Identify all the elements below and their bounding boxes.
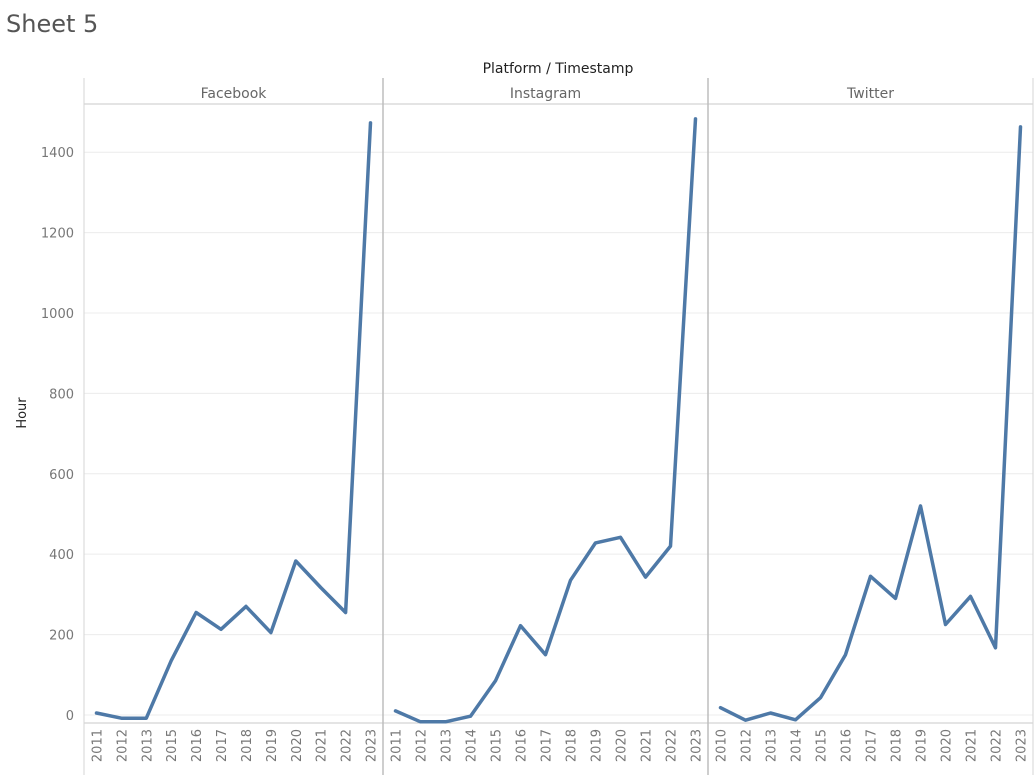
- sheet-title: Sheet 5: [6, 10, 99, 38]
- x-tick-label: 2014: [790, 729, 805, 762]
- x-tick-label: 2013: [440, 729, 455, 762]
- x-tick-label: 2015: [815, 729, 830, 762]
- x-tick-label: 2022: [990, 729, 1005, 762]
- x-tick-label: 2011: [390, 729, 405, 762]
- x-tick-label: 2013: [140, 729, 155, 762]
- x-tick-label: 2018: [890, 729, 905, 762]
- x-tick-label: 2015: [165, 729, 180, 762]
- x-tick-label: 2016: [190, 729, 205, 762]
- x-tick-label: 2012: [115, 729, 130, 762]
- x-tick-label: 2019: [590, 729, 605, 762]
- x-tick-label: 2021: [640, 729, 655, 762]
- x-tick-label: 2023: [365, 729, 380, 762]
- series-line-twitter: [718, 125, 1023, 722]
- x-tick-label: 2019: [265, 729, 280, 762]
- x-tick-label: 2020: [290, 729, 305, 762]
- x-tick-label: 2012: [415, 729, 430, 762]
- x-tick-label: 2022: [340, 729, 355, 762]
- x-tick-label: 2014: [465, 729, 480, 762]
- x-tick-label: 2017: [865, 729, 880, 762]
- x-tick-label: 2020: [615, 729, 630, 762]
- x-tick-label: 2015: [490, 729, 505, 762]
- y-tick-label: 200: [49, 629, 74, 644]
- x-tick-label: 2022: [665, 729, 680, 762]
- x-tick-label: 2019: [915, 729, 930, 762]
- x-tick-label: 2010: [715, 729, 730, 762]
- x-tick-label: 2012: [740, 729, 755, 762]
- x-tick-label: 2020: [940, 729, 955, 762]
- y-axis-label: Hour: [15, 397, 30, 429]
- x-tick-label: 2013: [765, 729, 780, 762]
- y-tick-label: 1200: [41, 227, 74, 242]
- y-tick-label: 1000: [41, 307, 74, 322]
- y-tick-label: 400: [49, 548, 74, 563]
- panel-header-facebook: Facebook: [201, 86, 268, 102]
- chart-title: Platform / Timestamp: [483, 61, 634, 77]
- x-tick-label: 2018: [240, 729, 255, 762]
- y-tick-label: 0: [66, 709, 74, 724]
- x-tick-label: 2021: [315, 729, 330, 762]
- x-tick-label: 2016: [840, 729, 855, 762]
- panel-header-instagram: Instagram: [510, 86, 581, 102]
- y-tick-label: 800: [49, 387, 74, 402]
- x-tick-label: 2023: [690, 729, 705, 762]
- series-line-instagram: [393, 117, 698, 724]
- y-tick-label: 600: [49, 468, 74, 483]
- x-tick-label: 2017: [540, 729, 555, 762]
- x-tick-label: 2016: [515, 729, 530, 762]
- x-tick-label: 2011: [90, 729, 105, 762]
- x-tick-label: 2017: [215, 729, 230, 762]
- series-line-facebook: [94, 121, 373, 720]
- panel-header-twitter: Twitter: [846, 86, 894, 102]
- x-tick-label: 2018: [565, 729, 580, 762]
- y-tick-label: 1400: [41, 146, 74, 161]
- x-tick-label: 2021: [965, 729, 980, 762]
- x-tick-label: 2023: [1015, 729, 1030, 762]
